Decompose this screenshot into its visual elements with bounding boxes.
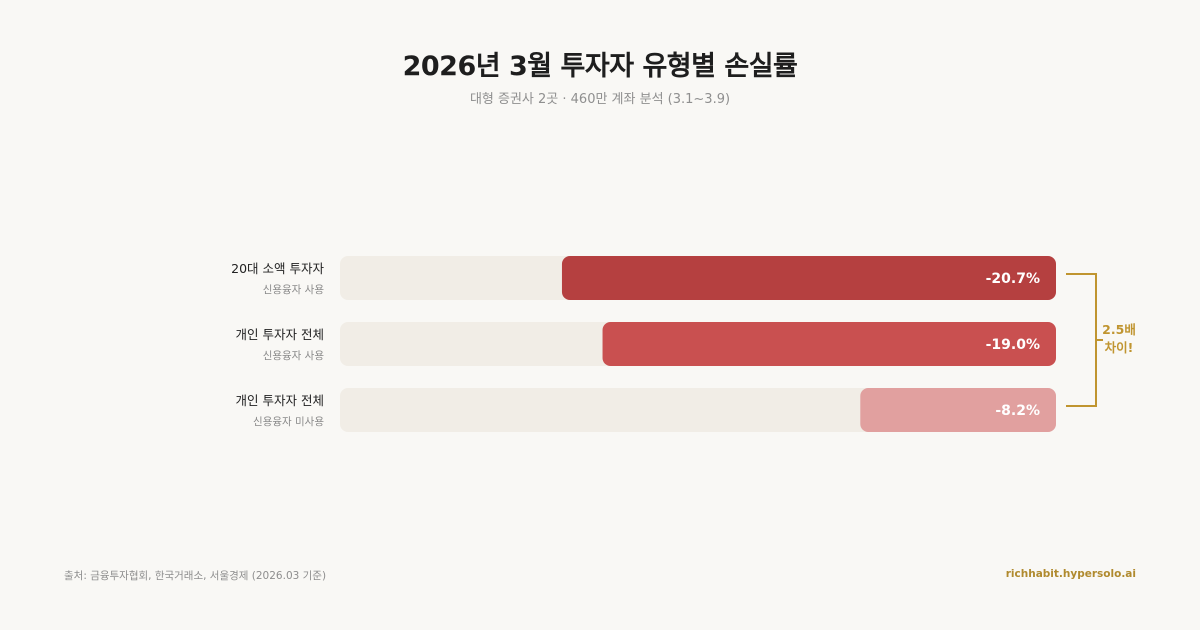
category-label: 20대 소액 투자자 <box>231 261 324 276</box>
category-sublabel: 신용융자 미사용 <box>253 416 324 428</box>
comparison-bracket <box>1066 273 1103 407</box>
category-sublabel: 신용융자 사용 <box>263 350 325 362</box>
chart-title: 2026년 3월 투자자 유형별 손실률 <box>402 51 798 82</box>
source-note: 출처: 금융투자협회, 한국거래소, 서울경제 (2026.03 기준) <box>64 570 327 582</box>
data-label: -19.0% <box>986 337 1040 353</box>
category-label: 개인 투자자 전체 <box>236 393 324 408</box>
chart-subtitle: 대형 증권사 2곳 · 460만 계좌 분석 (3.1~3.9) <box>469 92 731 107</box>
comparison-annotation: 2.5배 차이! <box>1102 322 1136 355</box>
data-label: -8.2% <box>995 403 1040 419</box>
category-label: 개인 투자자 전체 <box>236 327 324 342</box>
data-label: -20.7% <box>986 271 1040 287</box>
brand-link[interactable]: richhabit.hypersolo.ai <box>1005 568 1136 580</box>
bar <box>860 388 1056 432</box>
bar <box>561 256 1056 300</box>
bar <box>602 322 1056 366</box>
category-sublabel: 신용융자 사용 <box>263 284 325 296</box>
